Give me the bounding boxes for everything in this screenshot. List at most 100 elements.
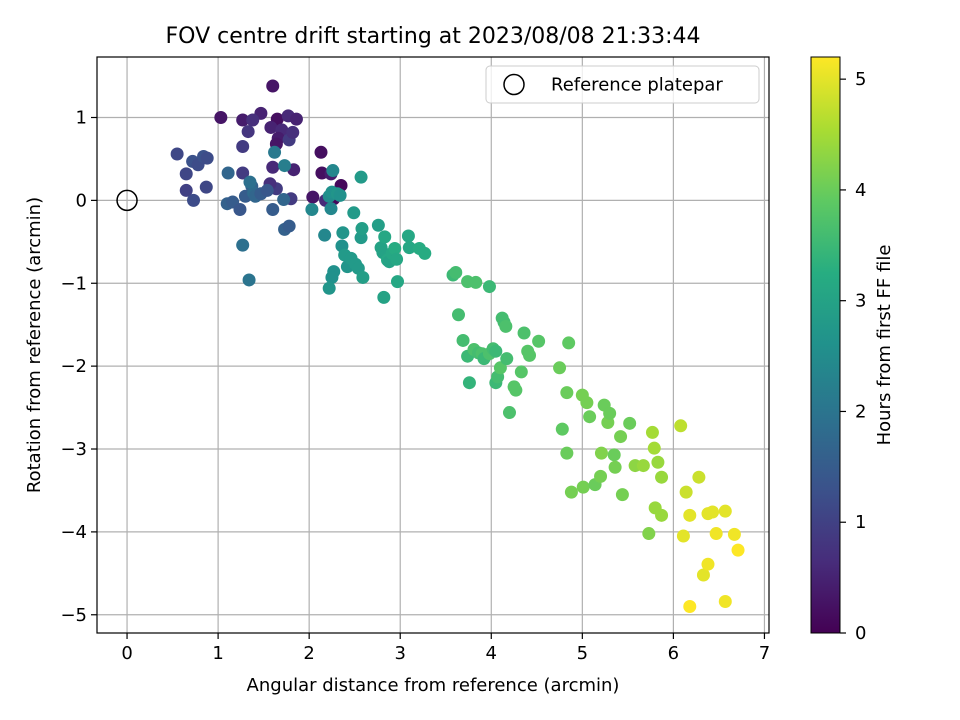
- colorbar: 0 1 2 3 4 5 Hours from first FF file: [810, 56, 895, 644]
- data-point: [502, 406, 516, 420]
- legend-marker: [503, 73, 525, 96]
- y-tick-label: 0: [76, 190, 87, 211]
- data-point: [676, 529, 690, 543]
- y-tick-label: −4: [60, 522, 87, 543]
- data-point: [499, 319, 513, 333]
- colorbar-tick-label: 3: [855, 291, 866, 312]
- data-point: [517, 326, 531, 340]
- data-point: [402, 241, 416, 255]
- data-point: [418, 246, 432, 260]
- legend: Reference platepar: [485, 65, 760, 104]
- colorbar-tick-label: 0: [855, 623, 866, 644]
- x-tick-label: 7: [759, 643, 770, 664]
- y-tick-label: −3: [60, 439, 87, 460]
- x-tick-label: 6: [668, 643, 679, 664]
- data-point: [692, 470, 706, 484]
- data-point: [462, 376, 476, 390]
- y-axis-ticks: −5 −4 −3 −2 −1 0 1: [60, 108, 97, 626]
- data-point: [371, 218, 385, 232]
- x-tick-label: 4: [486, 643, 497, 664]
- y-tick-label: −2: [60, 356, 87, 377]
- chart-title: FOV centre drift starting at 2023/08/08 …: [166, 24, 701, 49]
- data-point: [170, 147, 184, 161]
- data-point: [325, 270, 339, 284]
- legend-box: [485, 65, 760, 104]
- data-point: [266, 79, 280, 93]
- x-tick-label: 1: [212, 643, 223, 664]
- x-axis-label: Angular distance from reference (arcmin): [247, 675, 620, 696]
- data-point: [706, 505, 720, 519]
- data-point: [615, 488, 629, 502]
- data-point: [200, 151, 214, 165]
- data-point: [696, 568, 710, 582]
- x-tick-label: 5: [577, 643, 588, 664]
- data-point: [214, 111, 228, 125]
- data-point: [523, 348, 537, 362]
- data-point: [241, 125, 255, 139]
- data-point: [514, 365, 528, 379]
- y-axis-label: Rotation from reference (arcmin): [24, 197, 45, 493]
- data-point: [236, 140, 250, 154]
- data-point: [603, 406, 617, 420]
- data-point: [500, 352, 514, 366]
- data-point: [562, 336, 576, 350]
- data-point: [679, 485, 693, 499]
- data-point: [674, 419, 688, 433]
- data-point: [246, 113, 260, 127]
- data-point: [318, 228, 332, 242]
- data-point: [306, 190, 320, 204]
- data-point: [236, 113, 250, 127]
- data-point: [449, 265, 463, 279]
- legend-entry-reference-platepar: Reference platepar: [551, 75, 723, 96]
- data-point: [305, 202, 319, 216]
- plot-frame: [96, 56, 770, 634]
- data-point: [731, 543, 745, 557]
- data-point: [456, 333, 470, 347]
- data-point: [489, 344, 503, 358]
- data-point: [555, 422, 569, 436]
- data-point: [322, 281, 336, 295]
- data-point: [401, 229, 415, 243]
- data-point: [608, 460, 622, 474]
- data-point: [354, 170, 368, 184]
- data-point: [377, 290, 391, 304]
- data-point: [179, 167, 193, 181]
- data-point: [560, 386, 574, 400]
- data-point: [179, 183, 193, 197]
- data-point: [356, 270, 370, 284]
- data-point: [509, 383, 523, 397]
- data-point: [718, 504, 732, 518]
- colorbar-tick-label: 1: [855, 512, 866, 533]
- data-point: [701, 557, 715, 571]
- data-point: [378, 230, 392, 244]
- data-point: [451, 308, 465, 322]
- data-point: [532, 334, 546, 348]
- data-point: [636, 459, 650, 473]
- x-tick-label: 0: [121, 643, 132, 664]
- colorbar-tick-label: 5: [855, 69, 866, 90]
- data-point: [576, 480, 590, 494]
- data-point: [221, 166, 235, 180]
- data-point: [645, 425, 659, 439]
- data-point: [324, 202, 338, 216]
- data-point: [388, 241, 402, 255]
- y-tick-label: −1: [60, 273, 87, 294]
- data-point: [243, 175, 257, 189]
- data-point: [564, 485, 578, 499]
- colorbar-gradient: [810, 56, 841, 634]
- x-tick-label: 3: [394, 643, 405, 664]
- data-point: [709, 527, 723, 541]
- data-point: [583, 410, 597, 424]
- data-point: [683, 508, 697, 522]
- data-point: [560, 446, 574, 460]
- data-point: [493, 361, 507, 375]
- data-point: [289, 112, 303, 126]
- data-point: [336, 226, 350, 240]
- y-tick-label: −5: [60, 605, 87, 626]
- reference-point-marker: [116, 189, 138, 212]
- data-point: [260, 183, 274, 197]
- data-point: [355, 222, 369, 236]
- colorbar-label: Hours from first FF file: [874, 245, 895, 446]
- data-point: [655, 508, 669, 522]
